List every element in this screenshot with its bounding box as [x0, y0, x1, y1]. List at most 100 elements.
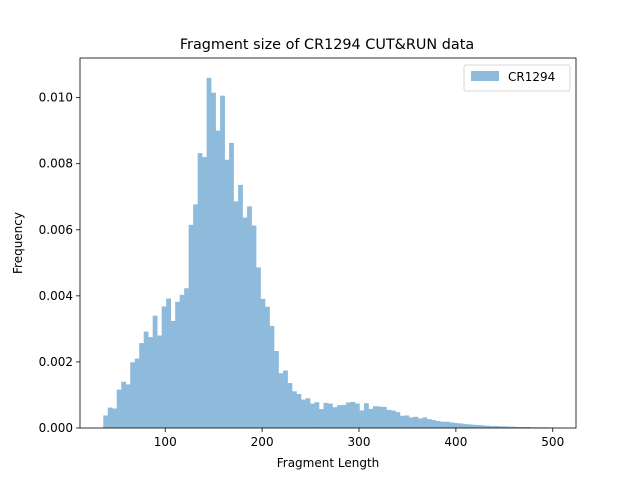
- histogram-bar: [161, 306, 167, 428]
- histogram-bar: [354, 403, 360, 428]
- histogram-bar: [413, 416, 419, 428]
- y-tick-label: 0.008: [39, 157, 73, 171]
- histogram-bar: [265, 306, 270, 428]
- histogram-bar: [274, 351, 279, 428]
- histogram-bar: [417, 418, 423, 428]
- histogram-bar: [489, 426, 495, 428]
- histogram-bar: [148, 337, 153, 428]
- histogram-bar: [458, 423, 464, 429]
- histogram-bar: [314, 402, 320, 428]
- histogram-bar: [292, 391, 297, 428]
- histogram-bar: [476, 425, 482, 428]
- histogram-bar: [345, 402, 351, 428]
- histogram-bar: [305, 398, 311, 428]
- x-tick-label: 200: [251, 435, 274, 449]
- histogram-bar: [485, 425, 491, 428]
- histogram-bar: [238, 184, 243, 428]
- y-tick-label: 0.000: [39, 421, 73, 435]
- legend-swatch: [471, 71, 499, 81]
- histogram-bar: [202, 157, 207, 429]
- histogram-bar: [188, 224, 194, 428]
- histogram-bar: [233, 201, 239, 428]
- legend-label: CR1294: [508, 70, 555, 84]
- histogram-bar: [332, 407, 338, 428]
- histogram-bar: [435, 421, 441, 428]
- histogram-bar: [283, 370, 288, 428]
- histogram-bar: [121, 381, 127, 428]
- histogram-bar: [471, 424, 477, 428]
- x-axis-label: Fragment Length: [277, 456, 380, 470]
- histogram-bar: [449, 422, 455, 428]
- x-tick-label: 300: [348, 435, 371, 449]
- histogram-bar: [143, 331, 149, 428]
- histogram-bar: [341, 404, 347, 429]
- histogram-bar: [247, 206, 252, 428]
- y-axis-label: Frequency: [11, 212, 25, 274]
- histogram-bar: [215, 130, 221, 428]
- histogram-bar: [323, 402, 329, 428]
- histogram-bar: [480, 425, 486, 428]
- histogram-bar: [269, 325, 275, 428]
- histogram-bar: [368, 408, 374, 428]
- histogram-bar: [381, 406, 387, 428]
- histogram-bar: [112, 408, 118, 428]
- histogram-bar: [431, 420, 437, 428]
- histogram-bar: [301, 399, 306, 428]
- histogram-bar: [319, 409, 324, 428]
- histogram-bar: [408, 417, 414, 428]
- x-tick-label: 400: [444, 435, 467, 449]
- chart-title: Fragment size of CR1294 CUT&RUN data: [180, 37, 474, 53]
- histogram-bar: [359, 410, 365, 428]
- histogram-bar: [467, 424, 473, 428]
- histogram-bar: [166, 298, 171, 428]
- histogram-bar: [139, 343, 145, 428]
- histogram-bar: [386, 409, 392, 428]
- histogram-bar: [134, 358, 140, 429]
- histogram-bar: [170, 320, 176, 428]
- histogram-bar: [498, 426, 504, 428]
- histogram-bar: [242, 217, 248, 428]
- histogram-bar: [103, 415, 109, 428]
- histogram-bar: [404, 415, 410, 428]
- histogram-bar: [184, 288, 189, 428]
- histogram-bar: [507, 426, 513, 428]
- histogram-bar: [422, 417, 428, 428]
- plot-area-frame: [79, 57, 577, 429]
- histogram-bar: [372, 406, 378, 428]
- histogram-bar: [278, 373, 284, 428]
- histogram-bar: [525, 427, 531, 428]
- histogram-bar: [152, 315, 158, 428]
- histogram-bar: [224, 159, 230, 428]
- y-tick-label: 0.004: [39, 289, 73, 303]
- histogram-bar: [116, 389, 122, 428]
- y-tick-label: 0.006: [39, 223, 73, 237]
- histogram-bar: [395, 412, 401, 428]
- legend[interactable]: CR1294: [463, 64, 571, 92]
- histogram-bar: [426, 419, 432, 428]
- histogram-bar: [229, 142, 234, 428]
- histogram-bar: [220, 95, 225, 428]
- histogram-bar: [328, 403, 333, 428]
- histogram-bar: [444, 421, 450, 428]
- histogram-bar: [197, 153, 203, 428]
- histogram-bar: [503, 426, 509, 428]
- histogram-bar: [399, 415, 405, 428]
- histogram-bar: [512, 426, 518, 428]
- histogram-bar: [390, 410, 396, 428]
- histogram-bar: [179, 294, 185, 428]
- histogram-bar: [251, 225, 257, 428]
- histogram-bar: [453, 423, 459, 428]
- histogram-bar: [310, 403, 315, 428]
- histogram-bar: [256, 267, 261, 428]
- histogram-bar: [363, 403, 369, 428]
- histogram-bar: [211, 92, 216, 428]
- histogram-bar: [193, 204, 198, 428]
- histogram-bar: [287, 383, 293, 428]
- histogram-bar: [260, 298, 266, 428]
- x-tick-label: 500: [541, 435, 564, 449]
- histogram-bar: [157, 335, 162, 428]
- histogram-bar: [206, 77, 212, 428]
- histogram-bar: [521, 427, 527, 428]
